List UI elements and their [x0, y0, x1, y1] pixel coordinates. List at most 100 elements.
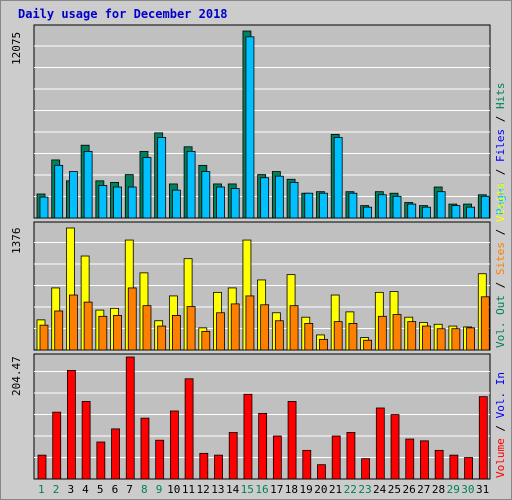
x-tick-label: 15	[241, 483, 254, 496]
bar-volume	[199, 452, 209, 480]
legend-visits-sites-item: Visits	[494, 182, 507, 222]
bar-files	[245, 36, 255, 219]
bar-files	[274, 175, 284, 219]
bar-files	[348, 192, 358, 219]
legend-hits-files-pages-separator: /	[494, 162, 507, 182]
bar-sites	[157, 325, 167, 351]
bar-volume	[346, 432, 356, 480]
legend-hits-files-pages-separator: /	[494, 109, 507, 129]
bar-files	[436, 191, 446, 219]
bar-sites	[392, 314, 402, 351]
legend-hits-files-pages-item: Hits	[494, 83, 507, 110]
bar-volume	[67, 370, 76, 480]
x-tick-label: 26	[402, 483, 415, 496]
bar-files	[98, 185, 108, 219]
bar-sites	[171, 315, 181, 351]
bar-volume	[214, 454, 223, 480]
legend-hits-files-pages-item: Files	[494, 129, 507, 162]
bar-volume	[81, 401, 91, 480]
bar-sites	[216, 312, 225, 351]
x-tick-label: 18	[285, 483, 298, 496]
bar-volume	[37, 454, 47, 480]
x-tick-label: 22	[344, 483, 357, 496]
x-tick-label: 17	[270, 483, 283, 496]
bar-files	[319, 192, 328, 219]
bar-files	[83, 151, 93, 219]
x-tick-label: 1	[38, 483, 45, 496]
x-tick-label: 8	[141, 483, 148, 496]
bar-files	[480, 195, 490, 219]
bar-sites	[319, 338, 328, 351]
legend-visits-sites-item: Vol. Out	[494, 295, 507, 348]
x-tick-label: 7	[126, 483, 133, 496]
bar-volume	[317, 464, 326, 480]
bar-sites	[304, 323, 314, 351]
legend-volume: Volume / Vol. In	[494, 372, 507, 478]
bar-sites	[422, 325, 431, 351]
x-tick-label: 4	[82, 483, 89, 496]
bar-files	[451, 205, 461, 219]
x-tick-label: 29	[447, 483, 460, 496]
bar-volume	[169, 410, 179, 480]
x-tick-label: 9	[156, 483, 163, 496]
x-tick-label: 6	[112, 483, 119, 496]
bar-sites	[466, 327, 475, 351]
legend-volume-separator: /	[494, 418, 507, 438]
bar-files	[127, 186, 137, 219]
bar-files	[69, 171, 78, 219]
bar-volume	[405, 438, 415, 480]
legend-volume-item: Volume	[494, 438, 507, 478]
x-tick-label: 24	[373, 483, 387, 496]
bar-volume	[96, 441, 106, 480]
bar-files	[392, 195, 402, 219]
bar-files	[377, 194, 387, 219]
bar-volume	[420, 440, 429, 480]
bar-files	[230, 188, 240, 219]
bar-sites	[407, 321, 417, 351]
x-tick-label: 21	[329, 483, 342, 496]
bar-files	[289, 181, 299, 219]
x-tick-label: 3	[67, 483, 74, 496]
bar-volume	[258, 412, 268, 480]
bar-files	[113, 186, 122, 219]
bar-volume	[478, 396, 488, 480]
bar-sites	[480, 296, 490, 351]
bar-volume	[390, 414, 400, 480]
bar-volume	[449, 454, 459, 480]
legend-volume-item: Vol. In	[494, 372, 507, 418]
x-tick-label: 16	[255, 483, 268, 496]
chart-title: Daily usage for December 2018	[18, 7, 228, 21]
bar-volume	[375, 407, 385, 480]
x-tick-label: 20	[314, 483, 327, 496]
x-tick-label: 12	[197, 483, 210, 496]
legend-visits-sites-separator: /	[494, 222, 507, 242]
bar-sites	[54, 310, 64, 351]
bar-sites	[186, 306, 196, 351]
bar-volume	[361, 458, 371, 480]
bar-volume	[331, 435, 341, 480]
bar-sites	[274, 320, 284, 351]
bar-sites	[451, 328, 461, 351]
bar-files	[171, 189, 181, 219]
y-max-label-3: 204.47	[10, 356, 23, 396]
bar-volume	[140, 417, 150, 480]
bar-files	[466, 206, 475, 219]
y-max-label-2: 1376	[10, 228, 23, 255]
bar-files	[216, 186, 225, 219]
bar-volume	[243, 393, 253, 480]
x-tick-label: 11	[182, 483, 195, 496]
legend-visits-sites-item: Sites	[494, 242, 507, 275]
bar-volume	[155, 439, 165, 480]
legend-visits-sites-separator: /	[494, 275, 507, 295]
x-tick-label: 13	[211, 483, 224, 496]
bar-files	[186, 151, 196, 219]
bar-sites	[348, 323, 358, 351]
bar-volume	[272, 435, 282, 480]
bar-sites	[377, 315, 387, 351]
x-tick-label: 27	[417, 483, 430, 496]
x-tick-label: 30	[461, 483, 474, 496]
x-tick-label: 10	[167, 483, 180, 496]
x-tick-label: 25	[388, 483, 401, 496]
bar-sites	[333, 321, 343, 351]
